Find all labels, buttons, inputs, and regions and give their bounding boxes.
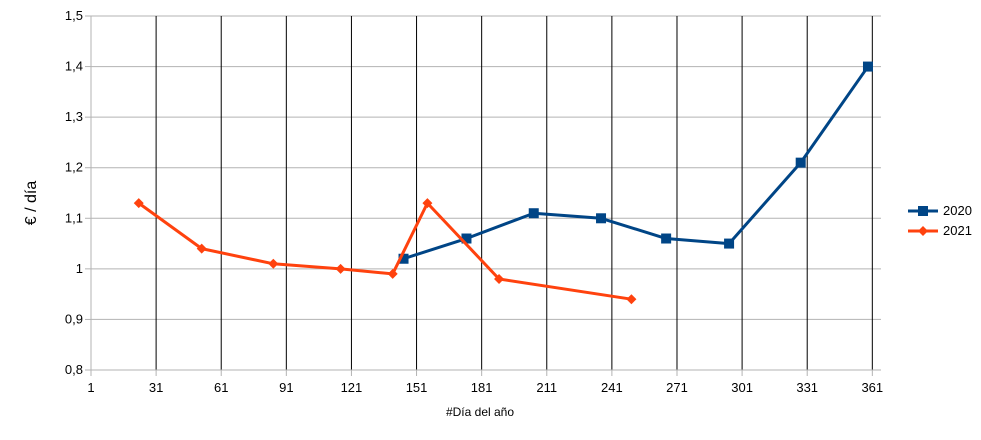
series-line	[403, 65, 870, 261]
axes	[85, 15, 881, 376]
y-tick-label: 0,8	[65, 362, 83, 377]
data-point	[398, 253, 409, 264]
y-tick-label: 1,2	[65, 160, 83, 175]
data-point	[422, 198, 433, 209]
y-tick-label: 1,5	[65, 8, 83, 23]
x-tick-label: 211	[536, 380, 557, 395]
legend-label: 2020	[943, 203, 972, 218]
legend-marker	[918, 226, 928, 236]
series-line	[137, 201, 632, 301]
x-tick-label: 151	[406, 380, 428, 395]
data-point	[626, 294, 637, 305]
y-axis-title: € / día	[23, 181, 40, 226]
y-tick-label: 1,1	[65, 210, 83, 225]
legend-label: 2021	[943, 223, 972, 238]
data-point	[494, 273, 505, 284]
grid	[91, 15, 881, 371]
x-tick-label: 91	[279, 380, 293, 395]
data-point	[387, 268, 398, 279]
x-tick-label: 331	[796, 380, 818, 395]
data-point	[268, 258, 279, 269]
data-point	[528, 208, 539, 219]
x-tick-label: 31	[149, 380, 163, 395]
data-point	[461, 233, 472, 244]
legend-item: 2020	[908, 203, 972, 218]
y-tick-label: 1,3	[65, 109, 83, 124]
y-tick-label: 0,9	[65, 311, 83, 326]
series-2020	[398, 61, 873, 264]
series-2021	[133, 198, 637, 305]
data-point	[335, 263, 346, 274]
data-point	[661, 233, 672, 244]
data-point	[862, 61, 873, 72]
data-point	[596, 213, 607, 224]
x-tick-label: 121	[341, 380, 363, 395]
tick-labels: 0,8 0,9 1 1,1 1,2 1,3 1,4 1,5 1 31 61 91 121 151 181 21…	[65, 8, 883, 395]
data-point	[724, 238, 735, 249]
x-tick-label: 181	[471, 380, 493, 395]
legend-marker	[918, 206, 928, 216]
x-tick-label: 271	[666, 380, 688, 395]
x-tick-label: 241	[601, 380, 623, 395]
data-point	[795, 157, 806, 168]
x-tick-label: 301	[731, 380, 753, 395]
x-tick-label: 61	[214, 380, 228, 395]
x-tick-label: 361	[861, 380, 883, 395]
x-axis-title: #Día del año	[446, 405, 514, 419]
legend: 2020 2021	[908, 203, 972, 238]
series-layer	[133, 61, 873, 305]
y-tick-label: 1,4	[65, 59, 83, 74]
x-tick-label: 1	[87, 380, 94, 395]
legend-item: 2021	[908, 223, 972, 238]
y-tick-label: 1	[76, 261, 83, 276]
data-point	[196, 243, 207, 254]
data-point	[133, 198, 144, 209]
